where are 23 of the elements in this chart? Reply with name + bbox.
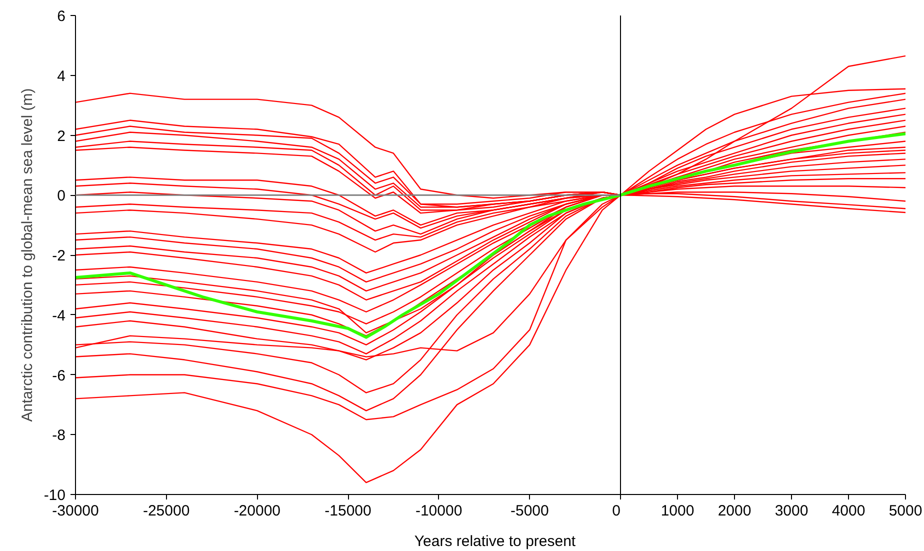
x-tick-label: -5000 [510, 502, 549, 520]
y-tick-label: 4 [57, 68, 66, 85]
y-axis-title: Antarctic contribution to global-mean sea level (m) [18, 88, 36, 422]
x-tick-label: -25000 [142, 502, 190, 520]
x-tick-label: 5000 [888, 502, 922, 520]
x-tick-label: 1000 [660, 502, 694, 520]
y-tick-label: 6 [57, 8, 66, 25]
x-axis-title: Years relative to present [414, 532, 576, 551]
y-tick-label: -10 [44, 487, 66, 504]
y-tick-label: -8 [52, 427, 66, 444]
y-tick-label: -4 [52, 307, 66, 324]
y-tick-label: -2 [52, 248, 66, 264]
x-tick-label: -10000 [415, 502, 462, 520]
x-tick-label: -30000 [52, 502, 99, 520]
x-tick-label: 0 [612, 502, 620, 520]
x-tick-label: 2000 [718, 502, 752, 520]
x-tick-label: -20000 [234, 502, 281, 520]
y-tick-label: 2 [57, 128, 66, 145]
x-tick-label: -15000 [324, 502, 372, 520]
x-tick-label: 4000 [832, 502, 866, 520]
x-tick-label: 3000 [774, 502, 808, 520]
y-tick-label: -6 [52, 367, 66, 384]
y-tick-label: 0 [57, 188, 66, 205]
